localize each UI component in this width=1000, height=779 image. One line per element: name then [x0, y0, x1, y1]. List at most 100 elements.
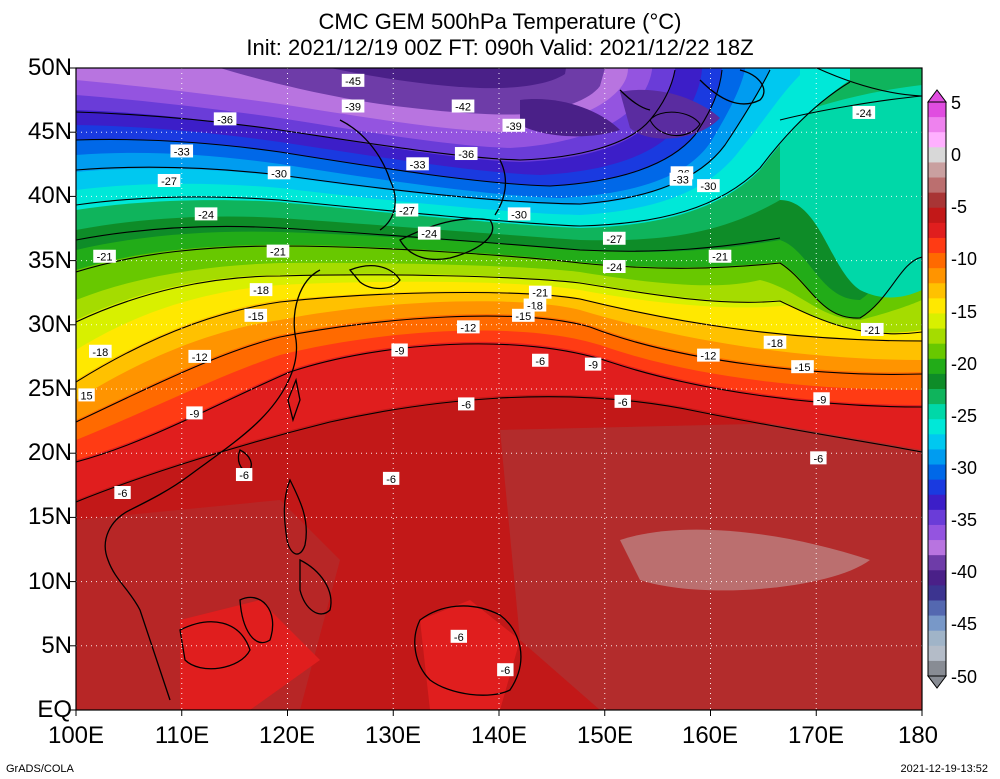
contour-label: -42	[451, 99, 475, 114]
contour-label-text: -12	[700, 351, 716, 363]
contour-label: -21	[860, 322, 884, 337]
contour-label-text: -33	[174, 146, 190, 158]
contour-label-text: -18	[767, 338, 783, 350]
lat-label: 45N	[27, 118, 72, 145]
colorbar-swatch	[928, 585, 946, 601]
contour-label: -39	[341, 99, 365, 114]
lon-label: 170E	[787, 722, 845, 749]
contour-label: -36	[213, 112, 237, 126]
contour-label-text: -6	[454, 632, 464, 644]
contour-label: -24	[417, 226, 441, 241]
contour-label: -15	[244, 308, 268, 323]
colorbar-label: -35	[951, 510, 978, 530]
contour-label-text: -6	[500, 665, 510, 677]
contour-label-text: -24	[421, 229, 437, 241]
colorbar-swatch	[928, 162, 946, 179]
contour-label: -18	[763, 335, 787, 350]
contour-label-text: -36	[458, 149, 474, 161]
colorbar-frame	[927, 101, 947, 677]
colorbar-swatch	[928, 600, 946, 617]
contour-label-text: -18	[92, 347, 108, 359]
colorbar-swatch	[928, 298, 946, 314]
contour-label-text: -9	[588, 360, 598, 372]
contour-label-text: -27	[161, 176, 177, 188]
contour-label: -30	[267, 166, 291, 180]
lat-label: 5N	[41, 632, 72, 659]
contour-label-text: -42	[455, 102, 471, 114]
lon-label: 120E	[258, 722, 316, 749]
colorbar-swatch	[928, 268, 946, 284]
colorbar-swatch	[928, 449, 946, 466]
contour-label: -6	[614, 394, 631, 409]
colorbar-swatch	[928, 464, 946, 481]
contour-label: -33	[406, 157, 429, 171]
colorbar-label: 0	[951, 145, 962, 165]
colorbar-swatch	[928, 524, 946, 541]
lat-label: 20N	[27, 439, 72, 466]
lat-label: 30N	[27, 311, 72, 338]
colorbar-swatch	[928, 102, 946, 118]
lon-label: 150E	[576, 722, 634, 749]
colorbar-swatch	[928, 177, 946, 194]
contour-label-text: -27	[399, 206, 415, 218]
colorbar-swatch	[928, 509, 946, 526]
contour-label: -30	[697, 179, 720, 193]
contour-label: -33	[669, 172, 693, 187]
lat-label: EQ	[37, 696, 72, 723]
colorbar-swatch	[928, 389, 946, 405]
lon-label: 140E	[470, 722, 528, 749]
contour-label: -36	[454, 147, 478, 161]
axis-ticks	[70, 67, 923, 716]
contour-label: -18	[249, 283, 273, 297]
contour-label-text: -39	[506, 121, 522, 133]
contour-label: -6	[497, 663, 514, 677]
contour-label: -9	[813, 392, 830, 406]
colorbar-swatch	[928, 132, 946, 148]
colorbar-label: -15	[951, 302, 978, 322]
contour-lines	[76, 68, 922, 503]
colorbar-label: -10	[951, 249, 978, 269]
colorbar-label: -50	[951, 667, 978, 687]
contour-label: -6	[235, 468, 253, 482]
colorbar-swatch	[928, 313, 946, 330]
contour-label: -27	[395, 203, 419, 218]
colorbar-bottom-arrow	[927, 675, 947, 689]
contour-label: -6	[114, 486, 131, 500]
contour-label-text: -9	[817, 394, 827, 406]
contour-label: -33	[170, 144, 194, 158]
contour-label: -30	[507, 207, 531, 221]
colorbar-swatch	[928, 434, 946, 450]
contour-label: 15	[78, 388, 95, 402]
colorbar-swatch	[928, 237, 946, 254]
colorbar-label: -5	[951, 197, 968, 217]
colorbar-swatch	[928, 479, 946, 496]
contour-label-text: -30	[700, 181, 716, 193]
contour-label-text: -24	[198, 209, 214, 221]
lat-label: 50N	[27, 54, 72, 81]
contour-label-text: -15	[248, 311, 264, 323]
colorbar-label: -45	[951, 614, 978, 634]
timestamp-label: 2021-12-19-13:52	[900, 763, 988, 775]
contour-label-text: -6	[813, 453, 823, 465]
colorbar-swatch	[928, 555, 946, 571]
contour-label: -18	[89, 344, 112, 359]
contour-label: -6	[810, 451, 827, 465]
lon-label: 160E	[681, 722, 739, 749]
colorbar-swatch	[928, 283, 946, 299]
contour-label: -12	[188, 349, 212, 364]
contour-label: -6	[458, 397, 475, 411]
contour-label-text: -15	[795, 362, 811, 374]
colorbar-swatch	[928, 358, 946, 375]
colorbar-swatch	[928, 615, 946, 632]
contour-label-text: -21	[864, 325, 880, 337]
contour-label: -21	[266, 244, 290, 259]
contour-label: -39	[502, 118, 526, 133]
contour-label-text: -12	[192, 352, 208, 364]
colorbar-label: -20	[951, 354, 978, 374]
contour-label: -12	[697, 348, 720, 363]
coastlines	[104, 69, 765, 701]
contour-label: -9	[391, 343, 408, 357]
contour-label: -21	[93, 249, 116, 264]
contour-label-text: -18	[253, 285, 269, 297]
